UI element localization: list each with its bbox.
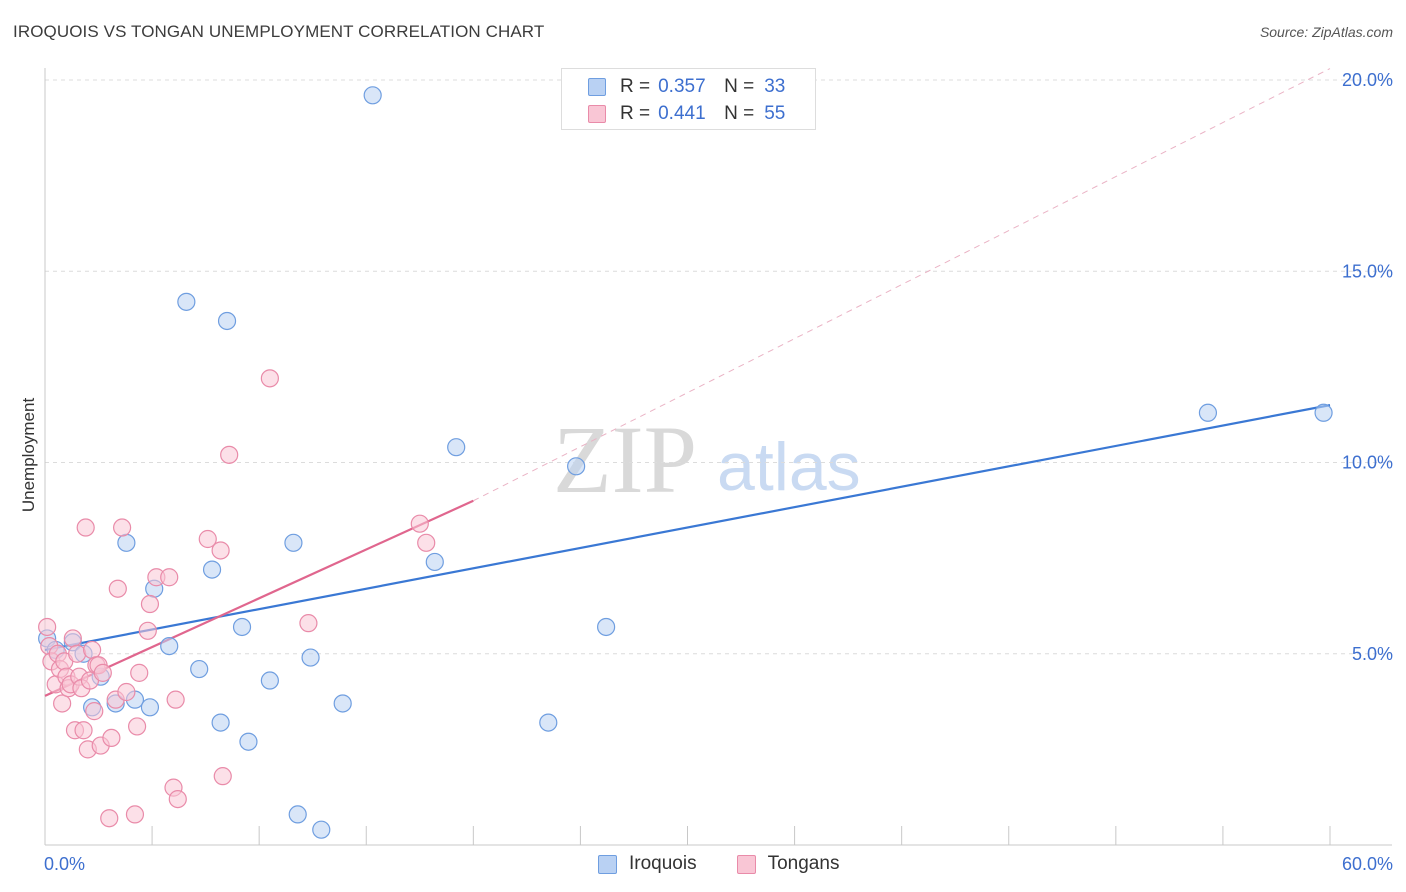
point-iroquois [177, 292, 196, 311]
n-label: N = [724, 76, 755, 97]
point-iroquois [567, 457, 586, 476]
x-tick-label: 60.0% [1342, 854, 1393, 874]
point-iroquois [160, 636, 179, 656]
point-iroquois [1198, 403, 1218, 422]
point-iroquois [333, 694, 352, 713]
r-label: R = [620, 103, 651, 124]
point-iroquois [211, 713, 230, 732]
point-tongans [166, 690, 185, 709]
iroquois-legend-swatch [598, 854, 617, 874]
tongans-legend-swatch [736, 854, 756, 874]
r-label: R = [620, 76, 651, 97]
point-iroquois [140, 698, 160, 717]
point-iroquois [447, 438, 466, 457]
y-tick-label: 10.0% [1342, 453, 1393, 473]
point-tongans [138, 621, 157, 640]
legend-label-iroquois: Iroquois [629, 853, 697, 874]
point-tongans [160, 568, 179, 587]
data-points [38, 86, 1333, 839]
n-value: 55 [764, 103, 786, 124]
point-iroquois [117, 533, 136, 552]
point-tongans [168, 789, 187, 809]
y-tick-label: 5.0% [1352, 644, 1393, 664]
point-iroquois [217, 311, 237, 331]
point-iroquois [202, 560, 222, 579]
point-tongans [127, 717, 147, 736]
point-tongans [299, 614, 318, 633]
legend-item-iroquois[interactable]: Iroquois [598, 853, 697, 875]
point-iroquois [284, 533, 303, 552]
point-tongans [38, 617, 57, 637]
axes [44, 68, 1392, 846]
point-tongans [112, 518, 132, 537]
point-tongans [125, 805, 145, 824]
x-tick-label: 0.0% [44, 854, 85, 874]
point-tongans [211, 541, 230, 560]
point-iroquois [363, 86, 382, 105]
point-tongans [108, 579, 127, 598]
n-value: 33 [764, 76, 786, 97]
point-tongans [76, 518, 95, 537]
watermark-atlas: atlas [717, 429, 861, 505]
point-tongans [63, 629, 82, 648]
y-axis-label: Unemployment [19, 398, 38, 513]
point-iroquois [425, 552, 444, 572]
point-tongans [93, 663, 112, 682]
r-value: 0.357 [658, 76, 706, 97]
legend-item-tongans[interactable]: Tongans [736, 853, 840, 875]
iroquois-swatch [588, 78, 606, 96]
point-tongans [53, 694, 72, 713]
point-tongans [74, 721, 93, 740]
point-tongans [100, 809, 119, 828]
point-iroquois [301, 648, 320, 667]
trendline-iroquois [44, 404, 1331, 652]
tick-labels: 5.0% 10.0% 15.0% 20.0% 0.0% 60.0% [44, 70, 1393, 874]
point-tongans [102, 728, 121, 748]
point-iroquois [239, 732, 258, 751]
point-iroquois [597, 617, 616, 637]
legend-label-tongans: Tongans [767, 853, 840, 874]
r-value: 0.441 [658, 103, 706, 124]
point-iroquois [260, 671, 279, 690]
point-tongans [85, 702, 104, 721]
point-tongans [68, 644, 87, 663]
stats-legend: R = 0.357 N = 33 R = 0.441 N = 55 [561, 68, 816, 130]
point-iroquois [190, 659, 209, 679]
gridlines [45, 79, 1392, 655]
trendline-extension-tongans [473, 68, 1331, 502]
point-iroquois [232, 617, 252, 637]
trendlines [44, 68, 1331, 697]
source-label: Source: ZipAtlas.com [1259, 24, 1393, 40]
n-label: N = [724, 103, 755, 124]
point-tongans [260, 369, 279, 388]
watermark: ZIP atlas [553, 406, 861, 513]
point-tongans [140, 594, 160, 614]
point-iroquois [312, 820, 331, 839]
point-tongans [83, 640, 102, 660]
point-tongans [220, 445, 239, 464]
point-tongans [417, 533, 436, 552]
point-iroquois [1314, 403, 1333, 422]
point-tongans [213, 767, 232, 786]
chart-title: IROQUOIS VS TONGAN UNEMPLOYMENT CORRELAT… [13, 22, 545, 41]
point-tongans [410, 514, 429, 533]
y-tick-label: 15.0% [1342, 261, 1393, 281]
point-tongans [117, 682, 136, 702]
tongans-swatch [588, 105, 606, 123]
y-tick-label: 20.0% [1342, 70, 1393, 90]
point-tongans [198, 529, 217, 549]
stats-row-tongans: R = 0.441 N = 55 [588, 102, 785, 126]
point-tongans [130, 663, 149, 682]
point-iroquois [539, 713, 558, 732]
stats-row-iroquois: R = 0.357 N = 33 [588, 75, 785, 99]
series-legend: Iroquois Tongans [598, 853, 879, 875]
trendline-tongans [44, 499, 474, 697]
point-iroquois [288, 805, 307, 824]
